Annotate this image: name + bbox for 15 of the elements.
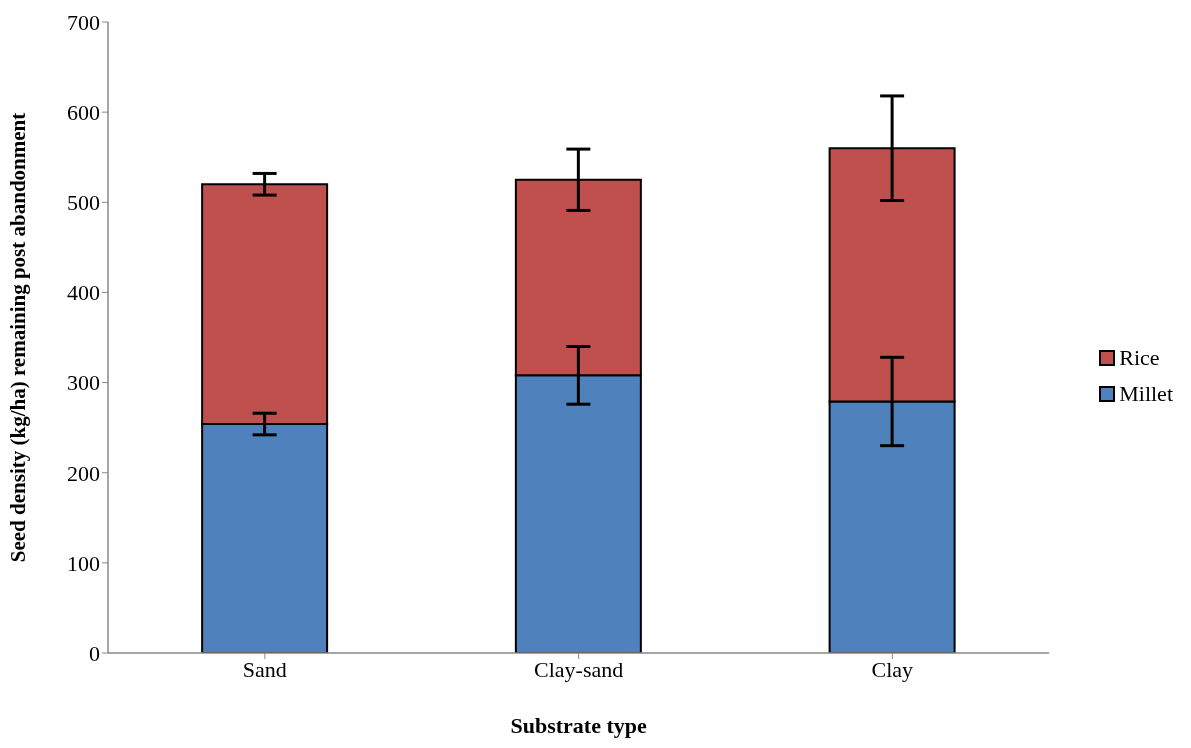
y-tick-label: 0: [89, 640, 100, 666]
y-tick-label: 100: [67, 550, 100, 576]
x-tick-label: Clay-sand: [534, 656, 624, 682]
y-tick-label: 200: [67, 460, 100, 486]
legend-label: Millet: [1119, 380, 1173, 407]
x-tick-label: Sand: [242, 656, 287, 682]
y-axis-title: Seed density (kg/ha) remaining post abandonment: [6, 112, 31, 563]
legend-label: Rice: [1119, 344, 1160, 371]
y-tick-label: 400: [67, 280, 100, 306]
y-tick-label: 700: [67, 9, 100, 35]
x-axis-title: Substrate type: [510, 713, 647, 738]
y-tick-label: 500: [67, 190, 100, 216]
y-tick-label: 300: [67, 370, 100, 396]
y-tick-label: 600: [67, 99, 100, 125]
x-tick-label: Clay: [871, 656, 914, 682]
